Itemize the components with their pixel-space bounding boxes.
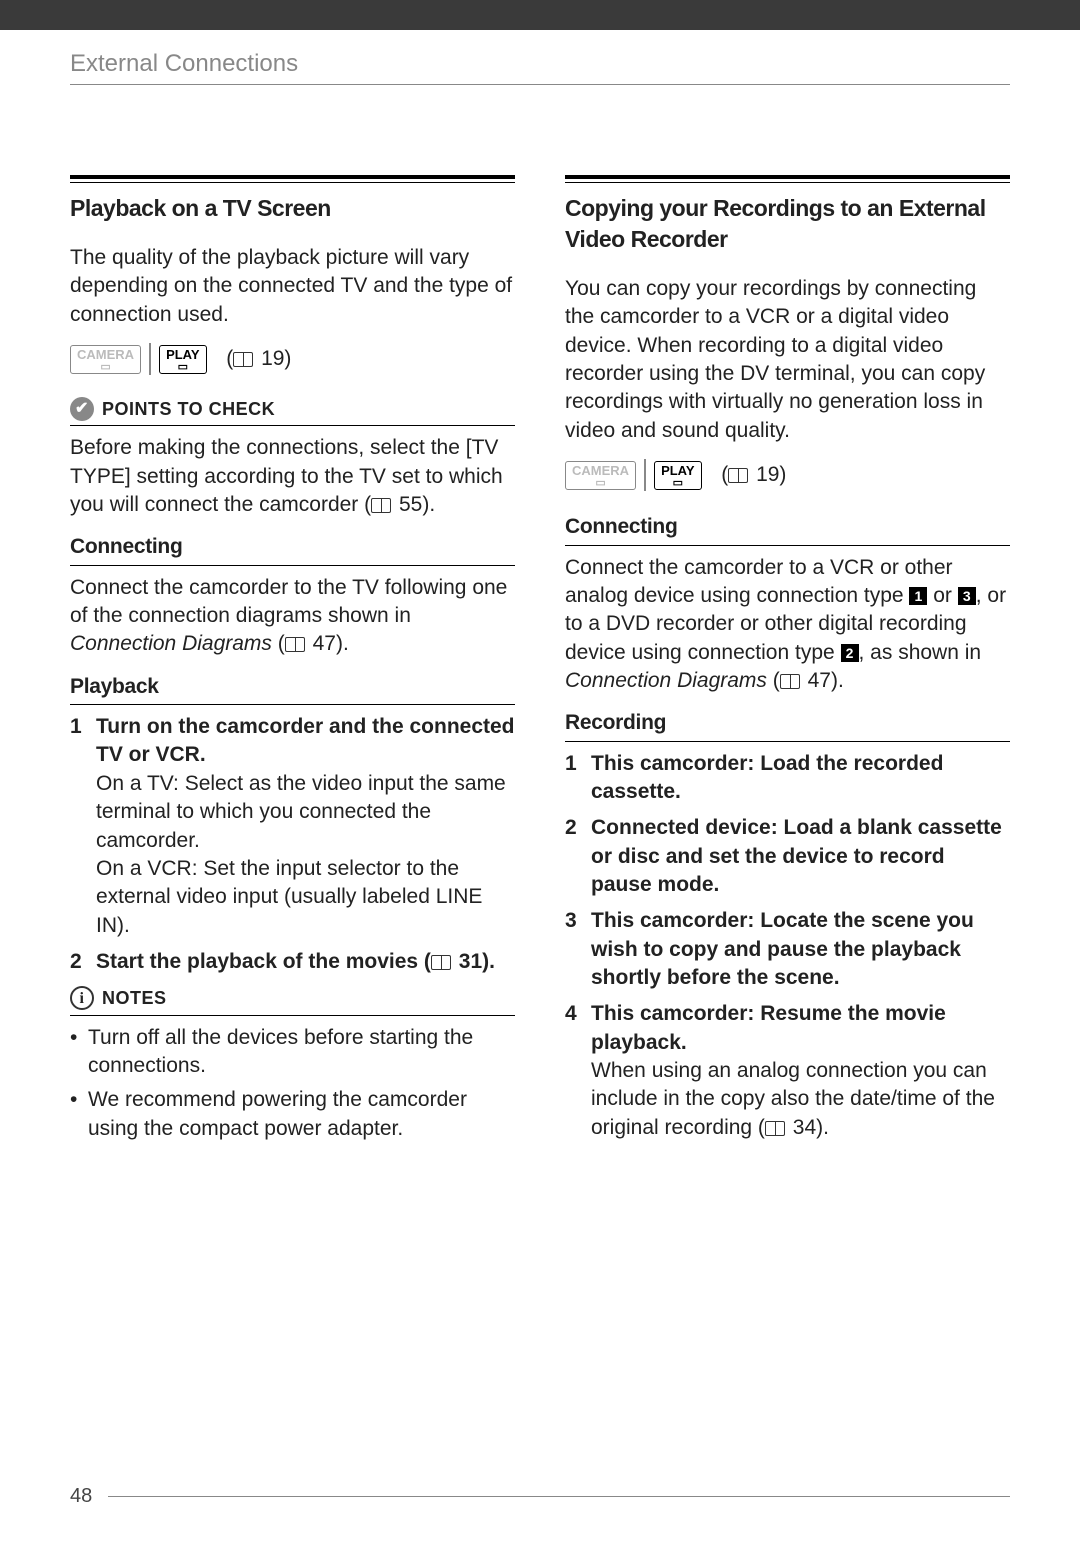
list-item: 2 Start the playback of the movies ( 31)… [70, 948, 515, 976]
step-body: On a TV: Select as the video input the s… [96, 770, 515, 940]
info-icon: i [70, 986, 94, 1010]
intro-text: You can copy your recordings by connecti… [565, 275, 1010, 445]
step-title: Connected device: Load a blank cassette … [591, 814, 1010, 899]
step-number: 2 [565, 814, 591, 899]
header-title: External Connections [70, 50, 1010, 78]
notes-list: Turn off all the devices before starting… [70, 1024, 515, 1143]
header-rule [70, 84, 1010, 85]
recording-heading: Recording [565, 709, 1010, 741]
book-icon [285, 637, 305, 652]
step-title: Start the playback of the movies ( 31). [96, 948, 515, 976]
recording-steps: 1 This camcorder: Load the recorded cass… [565, 750, 1010, 1142]
right-column: Copying your Recordings to an External V… [565, 175, 1010, 1150]
list-item: 1 This camcorder: Load the recorded cass… [565, 750, 1010, 807]
list-item: 3 This camcorder: Locate the scene you w… [565, 907, 1010, 992]
page-footer: 48 [70, 1485, 1010, 1508]
camera-mode-icon: CAMERA▭ [70, 345, 141, 374]
boxed-number-icon: 1 [909, 587, 927, 605]
play-mode-icon: PLAY▭ [654, 461, 701, 490]
section-title-copying: Copying your Recordings to an External V… [565, 193, 1010, 255]
top-bar [0, 0, 1080, 30]
list-item: 2 Connected device: Load a blank cassett… [565, 814, 1010, 899]
list-item: We recommend powering the camcorder usin… [70, 1086, 515, 1143]
page-ref: ( 19) [215, 345, 292, 373]
list-item: 1 Turn on the camcorder and the connecte… [70, 713, 515, 940]
boxed-number-icon: 3 [958, 587, 976, 605]
notes-heading: i NOTES [70, 986, 515, 1015]
playback-heading: Playback [70, 673, 515, 705]
mode-divider [149, 343, 151, 375]
section-divider [565, 175, 1010, 183]
step-title: This camcorder: Load the recorded casset… [591, 750, 1010, 807]
check-icon: ✔ [70, 397, 94, 421]
playback-steps: 1 Turn on the camcorder and the connecte… [70, 713, 515, 976]
list-item: Turn off all the devices before starting… [70, 1024, 515, 1081]
play-mode-icon: PLAY▭ [159, 345, 206, 374]
step-body: When using an analog connection you can … [591, 1057, 1010, 1142]
book-icon [780, 674, 800, 689]
notes-label: NOTES [102, 986, 167, 1010]
camera-mode-icon: CAMERA▭ [565, 461, 636, 490]
book-icon [233, 352, 253, 367]
connecting-body: Connect the camcorder to a VCR or other … [565, 554, 1010, 696]
mode-divider [644, 459, 646, 491]
points-body: Before making the connections, select th… [70, 434, 515, 519]
points-label: POINTS TO CHECK [102, 397, 275, 421]
section-divider [70, 175, 515, 183]
connecting-heading: Connecting [70, 533, 515, 565]
footer-rule [108, 1496, 1010, 1497]
step-number: 2 [70, 948, 96, 976]
step-title: This camcorder: Locate the scene you wis… [591, 907, 1010, 992]
connecting-body: Connect the camcorder to the TV followin… [70, 574, 515, 659]
intro-text: The quality of the playback picture will… [70, 244, 515, 329]
step-number: 4 [565, 1000, 591, 1142]
two-column-layout: Playback on a TV Screen The quality of t… [70, 175, 1010, 1150]
page-number: 48 [70, 1485, 92, 1508]
page-content: External Connections Playback on a TV Sc… [0, 30, 1080, 1150]
step-title: This camcorder: Resume the movie playbac… [591, 1000, 1010, 1057]
step-title: Turn on the camcorder and the connected … [96, 713, 515, 770]
mode-indicator-row: CAMERA▭ PLAY▭ ( 19) [565, 459, 1010, 491]
step-number: 3 [565, 907, 591, 992]
book-icon [371, 498, 391, 513]
connecting-heading: Connecting [565, 513, 1010, 545]
list-item: 4 This camcorder: Resume the movie playb… [565, 1000, 1010, 1142]
left-column: Playback on a TV Screen The quality of t… [70, 175, 515, 1150]
book-icon [728, 468, 748, 483]
book-icon [431, 955, 451, 970]
step-number: 1 [565, 750, 591, 807]
boxed-number-icon: 2 [841, 644, 859, 662]
page-ref: ( 19) [710, 461, 787, 489]
step-number: 1 [70, 713, 96, 940]
mode-indicator-row: CAMERA▭ PLAY▭ ( 19) [70, 343, 515, 375]
section-title-playback-tv: Playback on a TV Screen [70, 193, 515, 224]
points-to-check-heading: ✔ POINTS TO CHECK [70, 397, 515, 426]
book-icon [765, 1121, 785, 1136]
